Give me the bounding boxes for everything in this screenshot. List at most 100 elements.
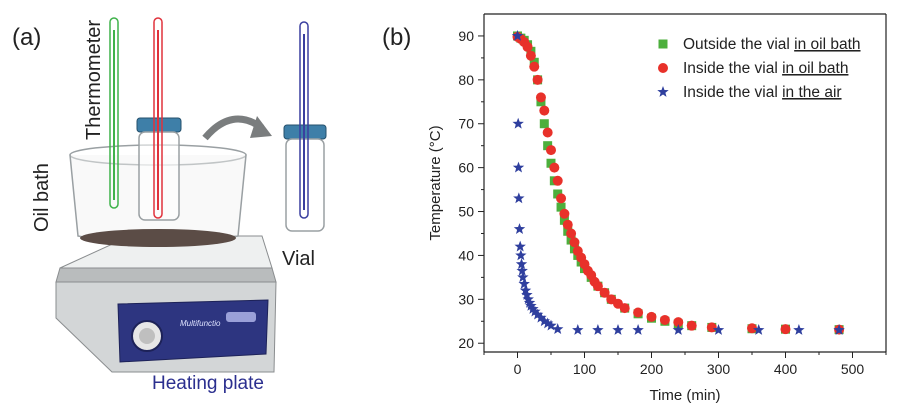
- data-point-inside-vial-oil: [525, 50, 536, 61]
- data-point-inside-vial-air: [521, 288, 533, 300]
- legend-label: Outside the vial in oil bath: [683, 36, 861, 53]
- data-point-inside-vial-air: [527, 302, 539, 314]
- data-point-inside-vial-air: [514, 240, 526, 252]
- data-point-inside-vial-oil: [522, 41, 533, 52]
- series-circle: [512, 31, 845, 335]
- data-point-inside-vial-oil: [569, 237, 580, 248]
- data-point-inside-vial-oil: [556, 193, 567, 204]
- x-tick-label: 300: [707, 361, 731, 377]
- legend-label: Inside the vial in the air: [683, 84, 842, 101]
- data-point-outside-vial-oil: [556, 202, 566, 212]
- data-point-inside-vial-oil: [633, 307, 644, 318]
- series-star: [511, 29, 845, 335]
- panel-a-label: (a): [12, 24, 41, 51]
- thermometer-green-tube: [109, 17, 119, 209]
- heating-plate-badge: [226, 312, 256, 322]
- data-point-inside-vial-air: [672, 324, 685, 335]
- data-point-inside-vial-air: [793, 324, 805, 335]
- data-point-inside-vial-air: [525, 299, 537, 311]
- data-point-outside-vial-oil: [553, 189, 563, 199]
- data-point-inside-vial-air: [632, 324, 644, 335]
- data-point-inside-vial-air: [712, 324, 725, 335]
- data-point-inside-vial-oil: [659, 314, 670, 325]
- data-point-inside-vial-air: [512, 161, 525, 173]
- x-tick-label: 500: [841, 361, 865, 377]
- data-point-inside-vial-air: [531, 308, 544, 320]
- legend-label: Inside the vial in oil bath: [683, 60, 848, 77]
- x-tick-label: 400: [774, 361, 798, 377]
- legend: Outside the vial in oil bath Inside the v…: [657, 36, 861, 101]
- data-point-inside-vial-oil: [539, 105, 550, 116]
- y-tick-label: 60: [458, 160, 474, 176]
- vial-in-air: [283, 21, 327, 232]
- data-point-inside-vial-oil: [599, 287, 610, 298]
- data-point-inside-vial-oil: [529, 61, 540, 72]
- data-point-inside-vial-air: [592, 324, 604, 335]
- heating-plate-label: Heating plate: [152, 373, 264, 394]
- x-axis-title: Time (min): [649, 387, 720, 404]
- cooling-chart: 0 100 200 300 400 500 20 30 40 50 60 70 80 90 Time (mi…: [427, 13, 887, 404]
- legend-marker: [658, 63, 668, 73]
- data-point-outside-vial-oil: [543, 141, 553, 151]
- y-tick-label: 50: [458, 204, 474, 220]
- data-point-inside-vial-air: [517, 271, 529, 283]
- data-point-inside-vial-air: [833, 324, 845, 335]
- data-point-inside-vial-air: [515, 258, 528, 270]
- y-tick-label: 40: [458, 247, 474, 263]
- data-point-inside-vial-air: [511, 29, 524, 41]
- data-point-inside-vial-oil: [535, 92, 546, 103]
- data-point-inside-vial-oil: [673, 317, 684, 328]
- data-point-inside-vial-oil: [559, 208, 570, 219]
- thermometer-green: [109, 17, 119, 209]
- data-point-inside-vial-oil: [549, 162, 560, 173]
- data-point-inside-vial-air: [545, 319, 557, 331]
- data-point-outside-vial-oil: [559, 215, 569, 225]
- y-tick-label: 90: [458, 28, 474, 44]
- legend-marker: [658, 39, 668, 49]
- data-point-inside-vial-oil: [546, 145, 556, 156]
- heating-plate-rim: [55, 267, 277, 283]
- data-point-inside-vial-air: [513, 223, 526, 234]
- y-tick-label: 70: [458, 116, 474, 132]
- data-point-inside-vial-air: [518, 277, 530, 289]
- data-point-inside-vial-oil: [562, 219, 573, 230]
- data-point-inside-vial-air: [551, 323, 564, 335]
- thermometer-red: [153, 17, 163, 219]
- panel-b: (b) 0 100 200 300 400 500 20 30 40 50 60 70 80 90 Time…: [382, 13, 887, 404]
- data-point-inside-vial-air: [523, 296, 536, 308]
- data-point-inside-vial-oil: [780, 324, 791, 335]
- data-point-inside-vial-oil: [542, 127, 553, 138]
- oil-bath-label: Oil bath: [31, 163, 53, 232]
- data-point-inside-vial-air: [752, 324, 765, 335]
- data-point-inside-vial-air: [516, 264, 528, 276]
- data-point-inside-vial-oil: [646, 311, 657, 322]
- data-point-inside-vial-air: [513, 192, 525, 204]
- y-tick-label: 80: [458, 72, 474, 88]
- data-point-inside-vial-oil: [552, 175, 563, 186]
- thermometer-label: Thermometer: [83, 20, 105, 140]
- data-point-inside-vial-oil: [592, 281, 603, 292]
- thermometer-red-tube: [153, 17, 163, 219]
- panel-a: (a) Multifunctio: [12, 17, 327, 394]
- data-point-inside-vial-oil: [747, 323, 757, 334]
- data-point-inside-vial-air: [515, 249, 527, 261]
- data-point-inside-vial-oil: [532, 74, 543, 85]
- transfer-arrow-head: [250, 116, 272, 138]
- data-point-inside-vial-air: [522, 293, 534, 305]
- panel-b-label: (b): [382, 24, 411, 51]
- thermometer-blue-tube: [299, 21, 309, 219]
- data-point-inside-vial-oil: [706, 322, 717, 333]
- y-axis-title: Temperature (°C): [427, 125, 444, 240]
- beaker-oil-bottom: [80, 229, 236, 247]
- data-point-inside-vial-air: [535, 311, 547, 323]
- heating-plate-illustration: Multifunctio: [55, 235, 277, 373]
- data-point-inside-vial-air: [538, 315, 551, 327]
- data-point-inside-vial-air: [529, 305, 541, 317]
- vial-label: Vial: [282, 248, 315, 270]
- data-point-outside-vial-oil: [539, 119, 549, 129]
- y-tick-label: 30: [458, 291, 474, 307]
- data-point-inside-vial-oil: [686, 320, 697, 331]
- data-point-inside-vial-oil: [566, 228, 577, 239]
- data-point-inside-vial-air: [612, 324, 624, 335]
